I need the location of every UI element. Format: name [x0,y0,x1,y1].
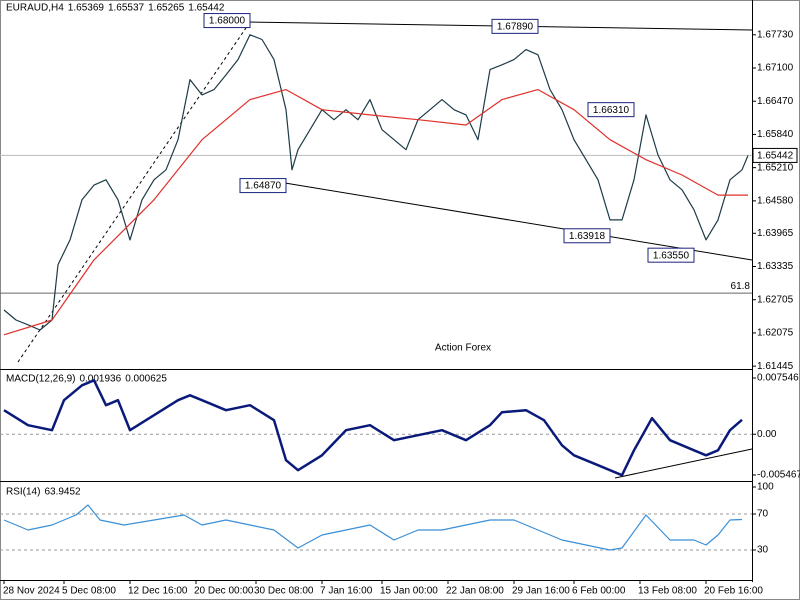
annotation-label: 1.64870 [245,181,282,192]
series-line [3,504,743,551]
trend-line [284,182,753,261]
panel-reading: 1.65369 [68,3,105,14]
x-tick-label: 6 Feb 00:00 [572,586,626,597]
y-tick-label: -0.005467 [757,470,800,481]
annotation-label: 1.68000 [209,16,246,27]
x-tick-label: 22 Jan 08:00 [446,586,504,597]
x-tick-label: 13 Feb 08:00 [638,586,697,597]
y-tick-label: 1.64580 [757,196,794,207]
panel-reading: 0.000625 [125,374,167,385]
x-tick-label: 20 Feb 16:00 [704,586,763,597]
annotation-box [587,102,635,118]
y-tick-label: 1.62705 [757,294,794,305]
y-tick-label: 0.007546 [757,373,799,384]
annotation-box [239,178,287,194]
annotation-label: 1.63918 [569,231,606,242]
panel-title: MACD(12,26,9) [6,374,75,385]
series-line [3,34,749,331]
panel-reading: 1.65265 [148,3,185,14]
y-tick-label: 30 [757,545,769,556]
y-tick-label: 1.67100 [757,63,794,74]
panel-reading: 1.65442 [188,3,225,14]
y-tick-label: 1.63965 [757,228,794,239]
y-tick-label: 100 [757,482,774,493]
series-line [3,89,748,336]
last-price-box [752,147,798,163]
x-tick-label: 7 Jan 16:00 [320,586,373,597]
panel-title: EURAUD,H4 [6,3,64,14]
panel-reading: 0.001936 [79,374,121,385]
y-tick-label: 1.65840 [757,129,794,140]
annotation-box [647,247,695,263]
trend-line [17,21,251,363]
annotation-box [563,228,611,244]
annotation-box [491,18,539,34]
x-tick-label: 5 Dec 08:00 [62,586,116,597]
panel-reading: 1.65537 [108,3,145,14]
trend-line [614,448,753,479]
x-tick-label: 12 Dec 16:00 [128,586,188,597]
panel-title: RSI(14) [6,487,40,498]
x-tick-label: 29 Jan 16:00 [512,586,570,597]
panel-reading: 63.9452 [44,487,81,498]
fibo-label: 61.8 [731,281,751,292]
annotation-box [203,13,251,29]
annotation-label: 1.66310 [593,105,630,116]
y-tick-label: 0.00 [757,429,777,440]
last-price-label: 1.65442 [757,151,794,162]
x-tick-label: 15 Jan 00:00 [380,586,438,597]
x-tick-label: 20 Dec 00:00 [194,586,254,597]
plot-layer: 28 Nov 2024 5 Dec 08:00 12 Dec 16:00 20 Dec… [0,3,800,597]
x-tick-label: 28 Nov 2024 [3,586,60,597]
y-tick-label: 1.61445 [757,361,794,372]
watermark: Action Forex [435,343,491,354]
series-line [3,379,743,477]
annotation-label: 1.67890 [497,22,534,33]
annotation-label: 1.63550 [653,250,690,261]
y-tick-label: 1.67730 [757,29,794,40]
y-tick-label: 1.63335 [757,261,794,272]
y-tick-label: 70 [757,509,769,520]
y-tick-label: 1.65210 [757,162,794,173]
x-tick-label: 30 Dec 08:00 [254,586,314,597]
y-tick-label: 1.62075 [757,328,794,339]
y-tick-label: 1.66470 [757,96,794,107]
